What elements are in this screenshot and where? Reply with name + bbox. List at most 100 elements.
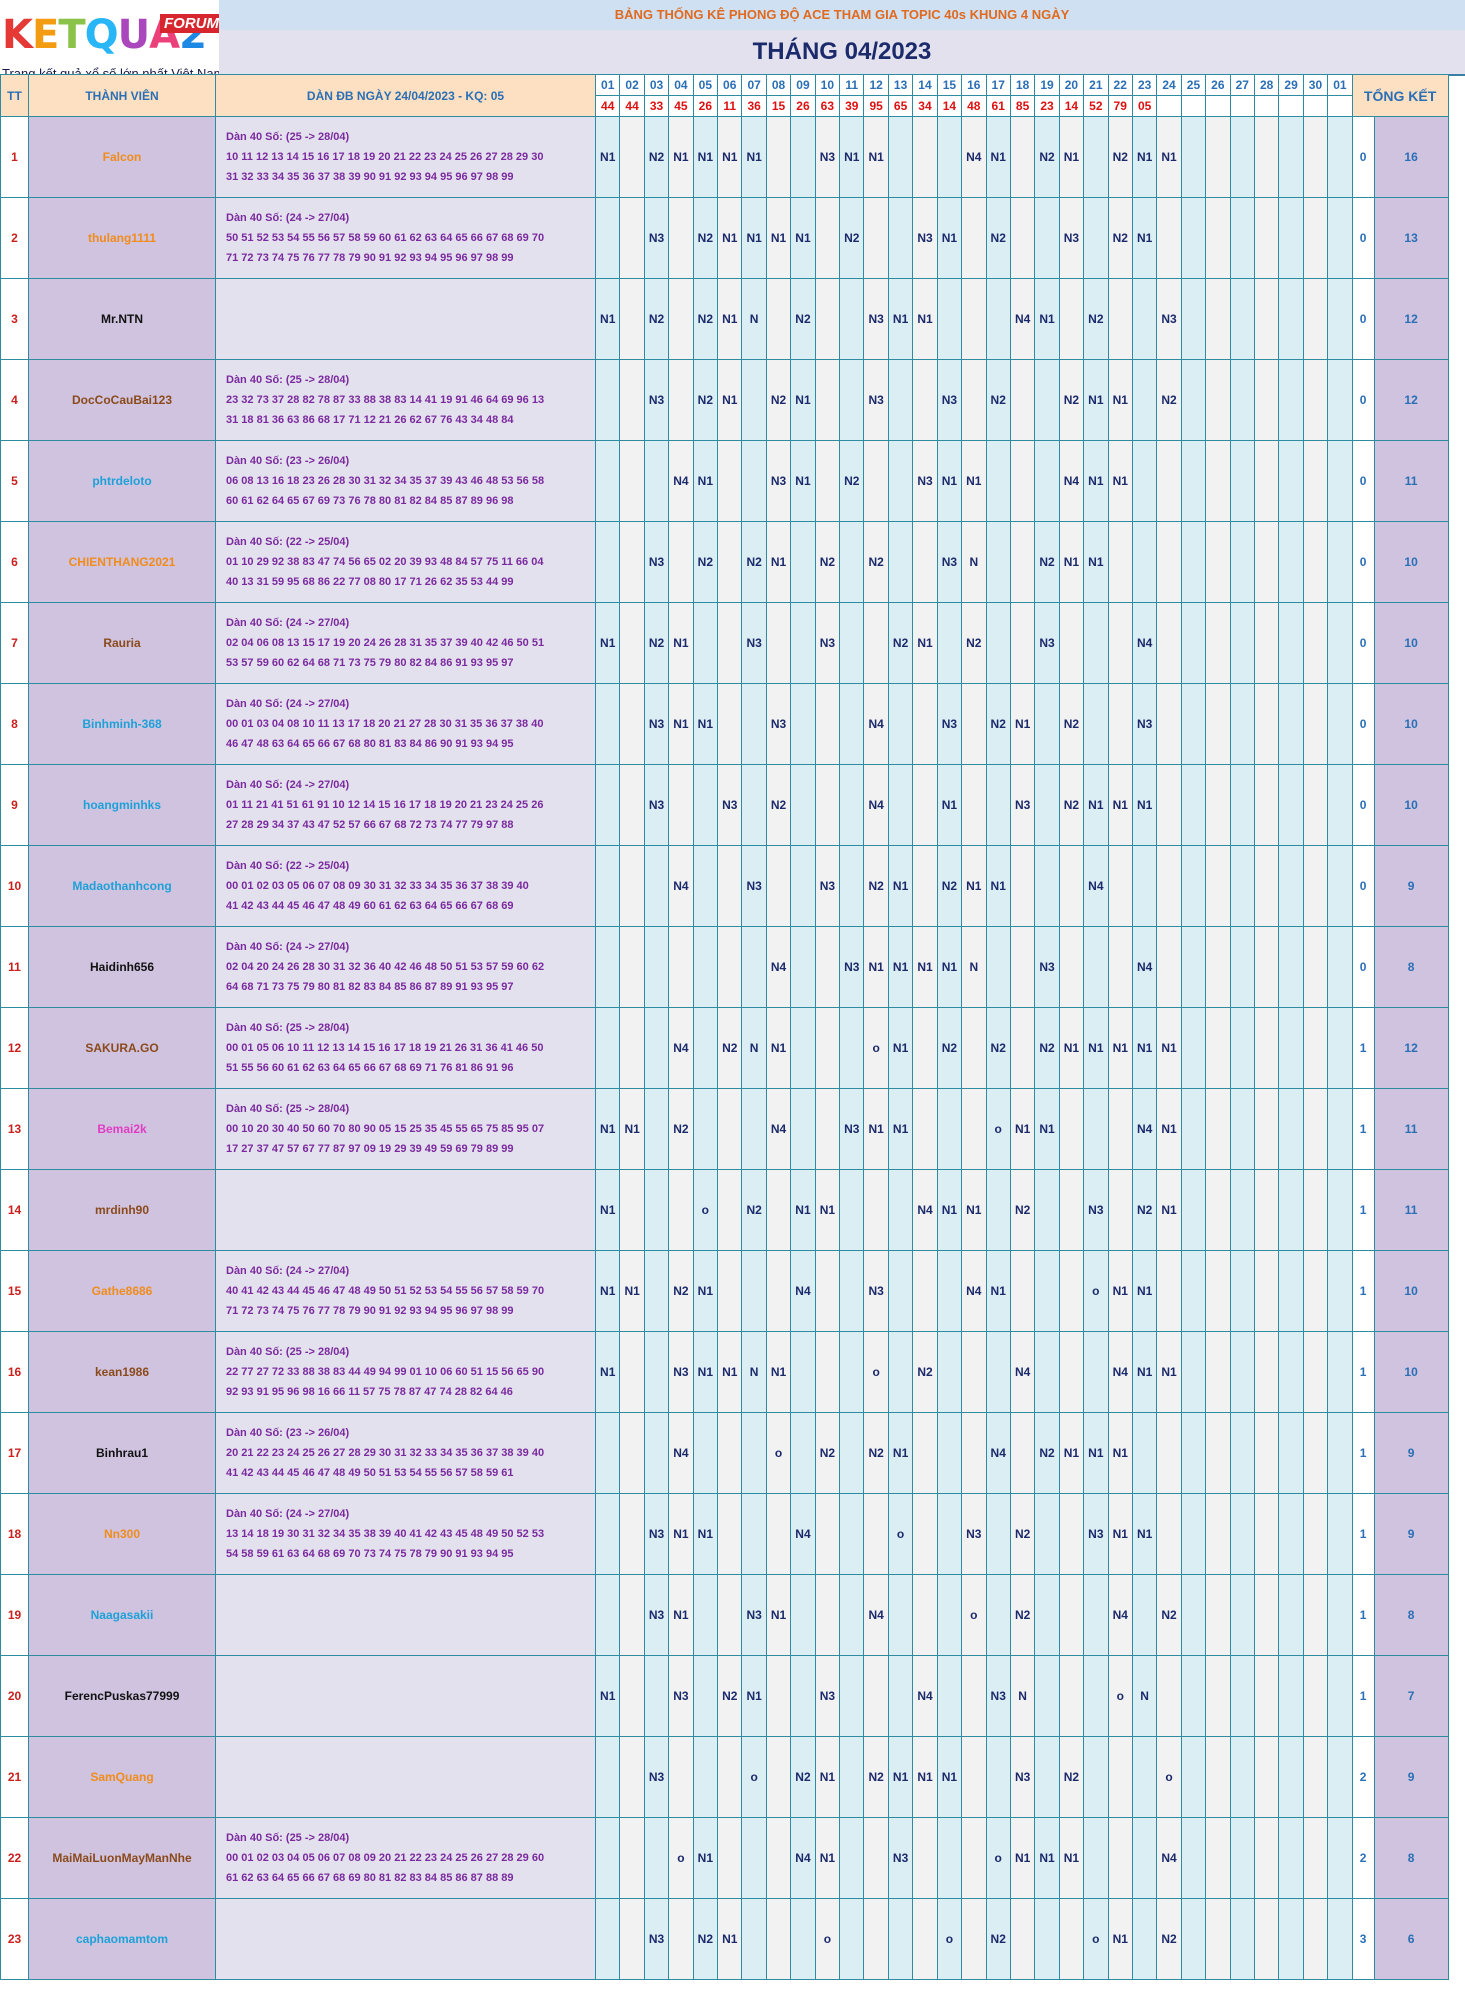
day-cell <box>814 440 841 522</box>
day-cell <box>692 602 719 684</box>
day-cell: N1 <box>887 1736 914 1818</box>
member-name[interactable]: phtrdeloto <box>28 440 216 522</box>
member-name[interactable]: Mr.NTN <box>28 278 216 360</box>
day-cell: N1 <box>1156 1331 1182 1413</box>
day-cell: o <box>1107 1655 1133 1737</box>
day-cell <box>717 1493 743 1575</box>
ketqua2-logo[interactable]: KETQUA2 FORUM Trang kết quả xổ số lớn nh… <box>0 0 224 82</box>
day-cell <box>1327 1574 1353 1656</box>
member-name[interactable]: Haidinh656 <box>28 926 216 1008</box>
day-cell <box>1327 116 1353 198</box>
day-cell <box>1180 683 1207 765</box>
member-name[interactable]: Falcon <box>28 116 216 198</box>
day-cell <box>1058 1331 1085 1413</box>
day-cell <box>863 1655 889 1737</box>
day-cell <box>1253 1250 1280 1332</box>
day-cell <box>765 116 792 198</box>
member-name[interactable]: Binhminh-368 <box>28 683 216 765</box>
dan-cell <box>215 1736 596 1818</box>
day-cell: N3 <box>643 683 670 765</box>
total-count: 10 <box>1373 602 1449 684</box>
member-name[interactable]: thulang1111 <box>28 197 216 279</box>
day-cell <box>839 683 865 765</box>
result-cell-3: 33 <box>643 95 670 117</box>
day-cell <box>985 440 1011 522</box>
day-cell <box>1180 1007 1207 1089</box>
total-count: 12 <box>1373 359 1449 441</box>
day-cell: N4 <box>668 1412 694 1494</box>
member-name[interactable]: Binhrau1 <box>28 1412 216 1494</box>
member-name[interactable]: Rauria <box>28 602 216 684</box>
member-name[interactable]: Nn300 <box>28 1493 216 1575</box>
day-cell: N1 <box>765 197 792 279</box>
day-cell <box>1327 1412 1353 1494</box>
member-name[interactable]: Madaothanhcong <box>28 845 216 927</box>
zero-count: 0 <box>1351 764 1375 846</box>
dan-line: 00 10 20 30 40 50 60 70 80 90 05 15 25 3… <box>226 1123 545 1135</box>
member-name[interactable]: MaiMaiLuonMayManNhe <box>28 1817 216 1899</box>
day-cell <box>1180 1412 1207 1494</box>
day-cell: o <box>961 1574 987 1656</box>
member-name[interactable]: kean1986 <box>28 1331 216 1413</box>
day-cell: N1 <box>961 845 987 927</box>
day-cell <box>1327 359 1353 441</box>
day-cell: o <box>668 1817 694 1899</box>
day-cell <box>961 683 987 765</box>
day-cell <box>619 926 645 1008</box>
member-name[interactable]: Naagasakii <box>28 1574 216 1656</box>
day-cell <box>1107 1169 1133 1251</box>
dan-line: Dàn 40 Số: (24 -> 27/04) <box>226 212 350 224</box>
day-cell <box>887 764 914 846</box>
member-name[interactable]: SamQuang <box>28 1736 216 1818</box>
day-header-5: 05 <box>692 74 719 96</box>
dan-line: 22 77 27 72 33 88 38 83 44 49 94 99 01 1… <box>226 1366 545 1378</box>
day-cell <box>839 845 865 927</box>
day-cell <box>1253 116 1280 198</box>
member-name[interactable]: FerencPuskas77999 <box>28 1655 216 1737</box>
table-row: 23 caphaomamtom N3 N2 N1 o o N2 o N1 N2 3 6 <box>0 1898 1449 1980</box>
dan-line: 61 62 63 64 65 66 67 68 69 80 81 82 83 8… <box>226 1872 514 1884</box>
day-cell <box>1302 440 1329 522</box>
dan-line: 64 68 71 73 75 79 80 81 82 83 84 85 86 8… <box>226 981 514 993</box>
day-cell: o <box>936 1898 963 1980</box>
member-name[interactable]: caphaomamtom <box>28 1898 216 1980</box>
member-name[interactable]: mrdinh90 <box>28 1169 216 1251</box>
day-cell <box>1229 926 1255 1008</box>
day-cell: N1 <box>936 926 963 1008</box>
dan-line: 31 18 81 36 63 86 68 17 71 12 21 26 62 6… <box>226 414 514 426</box>
day-cell: N1 <box>717 278 743 360</box>
day-cell: N2 <box>741 521 767 603</box>
day-cell: N3 <box>839 1088 865 1170</box>
day-cell: N1 <box>1083 521 1109 603</box>
row-number: 15 <box>0 1250 29 1332</box>
day-cell: N2 <box>985 683 1011 765</box>
dan-cell <box>215 1655 596 1737</box>
member-name[interactable]: SAKURA.GO <box>28 1007 216 1089</box>
day-cell: N1 <box>668 116 694 198</box>
day-cell <box>1205 1412 1231 1494</box>
member-name[interactable]: DocCoCauBai123 <box>28 359 216 441</box>
logo-letter: E <box>32 12 59 58</box>
day-cell <box>1327 683 1353 765</box>
day-cell <box>814 197 841 279</box>
dan-cell: Dàn 40 Số: (24 -> 27/04) 40 41 42 43 44 4… <box>215 1250 596 1332</box>
day-cell <box>1205 1493 1231 1575</box>
dan-line: 02 04 06 08 13 15 17 19 20 24 26 28 31 3… <box>226 637 545 649</box>
member-name[interactable]: CHIENTHANG2021 <box>28 521 216 603</box>
total-count: 10 <box>1373 764 1449 846</box>
day-cell <box>619 1817 645 1899</box>
day-cell <box>1205 1898 1231 1980</box>
day-cell: N1 <box>741 116 767 198</box>
member-name[interactable]: Gathe8686 <box>28 1250 216 1332</box>
member-name[interactable]: Bemai2k <box>28 1088 216 1170</box>
day-cell <box>1253 521 1280 603</box>
result-cell-26 <box>1205 95 1231 117</box>
day-cell <box>1253 602 1280 684</box>
member-name[interactable]: hoangminhks <box>28 764 216 846</box>
day-cell <box>1229 602 1255 684</box>
day-cell: N2 <box>863 1736 889 1818</box>
day-cell <box>1058 1493 1085 1575</box>
day-cell <box>741 683 767 765</box>
dan-line: 10 11 12 13 14 15 16 17 18 19 20 21 22 2… <box>226 151 544 163</box>
result-cell-6: 11 <box>717 95 743 117</box>
